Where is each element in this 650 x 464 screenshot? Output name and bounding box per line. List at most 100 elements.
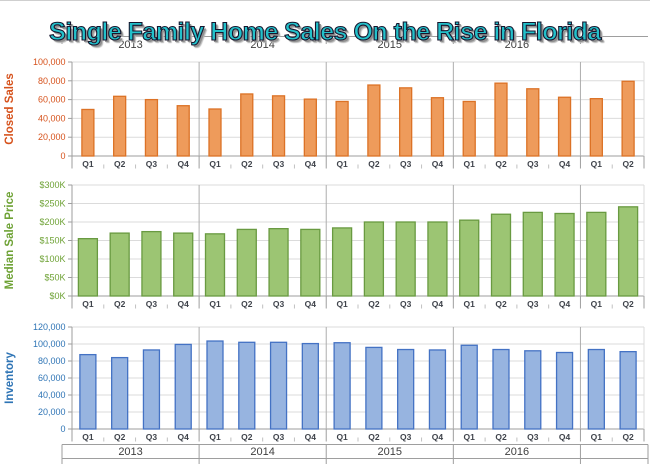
- year-label: 2016: [505, 446, 529, 458]
- quarter-label: Q2: [622, 299, 634, 309]
- quarter-label: Q4: [432, 432, 444, 442]
- y-tick-label: 80,000: [38, 356, 66, 366]
- y-axis-title: Closed Sales: [4, 73, 16, 145]
- quarter-label: Q3: [273, 159, 285, 169]
- bar: [142, 349, 161, 430]
- bar: [236, 228, 257, 297]
- bar: [617, 206, 639, 297]
- quarter-label: Q3: [146, 432, 158, 442]
- quarter-label: Q3: [527, 299, 539, 309]
- bar: [111, 356, 129, 430]
- y-axis-title: Median Sale Price: [4, 192, 16, 290]
- quarter-label: Q1: [336, 159, 348, 169]
- bar: [367, 84, 381, 157]
- bar: [586, 211, 607, 297]
- quarter-label: Q1: [591, 159, 603, 169]
- quarter-label: Q3: [273, 432, 285, 442]
- bar: [208, 108, 222, 157]
- quarter-label: Q4: [305, 432, 317, 442]
- bar: [522, 211, 543, 297]
- quarter-label: Q3: [400, 159, 412, 169]
- year-label: 2015: [378, 446, 402, 458]
- quarter-label: Q4: [305, 159, 317, 169]
- bar: [144, 98, 159, 157]
- quarter-label: Q2: [622, 159, 634, 169]
- quarter-label: Q1: [209, 432, 221, 442]
- bar: [300, 228, 321, 297]
- top-year-axis: 2013 2014 2015 2016: [61, 36, 648, 51]
- year-label: 2015: [378, 39, 402, 51]
- y-tick-label: $250K: [39, 199, 65, 209]
- bar: [79, 353, 97, 430]
- bar: [490, 213, 512, 297]
- bar: [619, 350, 637, 430]
- bar: [427, 221, 448, 297]
- closed-sales-panel: 0 20,000 40,000 60,000 80,000 100,000 Q1 Q2 Q3 Q4…: [4, 57, 645, 169]
- y-tick-label: 0: [60, 424, 65, 434]
- quarter-label: Q2: [368, 432, 380, 442]
- page-title: Single Family Home Sales On the Rise in …: [49, 17, 602, 46]
- bar: [460, 344, 478, 430]
- quarter-label: Q2: [114, 159, 126, 169]
- bar: [462, 100, 476, 157]
- quarter-label: Q2: [114, 299, 126, 309]
- quarter-label: Q1: [464, 299, 476, 309]
- bar: [271, 95, 286, 157]
- quarter-label: Q2: [241, 299, 253, 309]
- bar: [587, 348, 605, 430]
- quarter-label: Q1: [82, 432, 94, 442]
- quarter-label: Q1: [591, 432, 603, 442]
- year-label: 2014: [250, 446, 274, 458]
- year-label: 2016: [505, 39, 529, 51]
- y-tick-label: $0K: [49, 291, 65, 301]
- quarter-label: Q2: [495, 159, 507, 169]
- bar: [331, 227, 353, 297]
- bar: [204, 233, 226, 297]
- quarter-label: Q3: [527, 432, 539, 442]
- y-tick-label: 40,000: [38, 113, 66, 123]
- y-tick-label: 100,000: [33, 57, 66, 67]
- bar: [430, 97, 445, 157]
- quarter-label: Q4: [559, 432, 571, 442]
- quarter-label: Q3: [400, 299, 412, 309]
- bar: [240, 93, 254, 157]
- bar: [335, 100, 349, 157]
- quarter-label: Q4: [559, 159, 571, 169]
- bar: [589, 98, 603, 157]
- y-tick-label: $100K: [39, 254, 65, 264]
- bar: [397, 348, 415, 430]
- quarter-label: Q2: [368, 159, 380, 169]
- y-tick-label: $150K: [39, 236, 65, 246]
- bar: [174, 343, 192, 430]
- bar: [399, 87, 413, 157]
- y-tick-label: 80,000: [38, 76, 66, 86]
- top-edge-line: [0, 0, 650, 1]
- median-sale-price-panel: $0K $50K $100K $150K $200K $250K $300K Q1 Q2 Q3 Q4…: [4, 180, 645, 309]
- quarter-label: Q4: [559, 299, 571, 309]
- bar: [524, 350, 542, 430]
- quarter-label: Q1: [209, 159, 221, 169]
- bar: [526, 88, 540, 157]
- y-tick-label: $200K: [39, 217, 65, 227]
- bar: [363, 221, 385, 297]
- y-tick-label: $50K: [44, 273, 65, 283]
- bar: [459, 219, 480, 297]
- y-tick-label: 20,000: [38, 407, 66, 417]
- bar: [238, 341, 256, 430]
- y-tick-label: 120,000: [33, 322, 66, 332]
- bar: [557, 96, 572, 157]
- y-tick-label: 100,000: [33, 339, 66, 349]
- bar: [269, 341, 288, 430]
- quarter-label: Q1: [82, 159, 94, 169]
- quarter-label: Q1: [209, 299, 221, 309]
- quarter-label: Q3: [146, 159, 158, 169]
- quarter-label: Q1: [82, 299, 94, 309]
- bar: [77, 237, 99, 297]
- bar: [492, 348, 510, 430]
- quarter-label: Q2: [495, 432, 507, 442]
- y-tick-label: 40,000: [38, 390, 66, 400]
- bar: [268, 228, 289, 297]
- bar: [428, 349, 447, 430]
